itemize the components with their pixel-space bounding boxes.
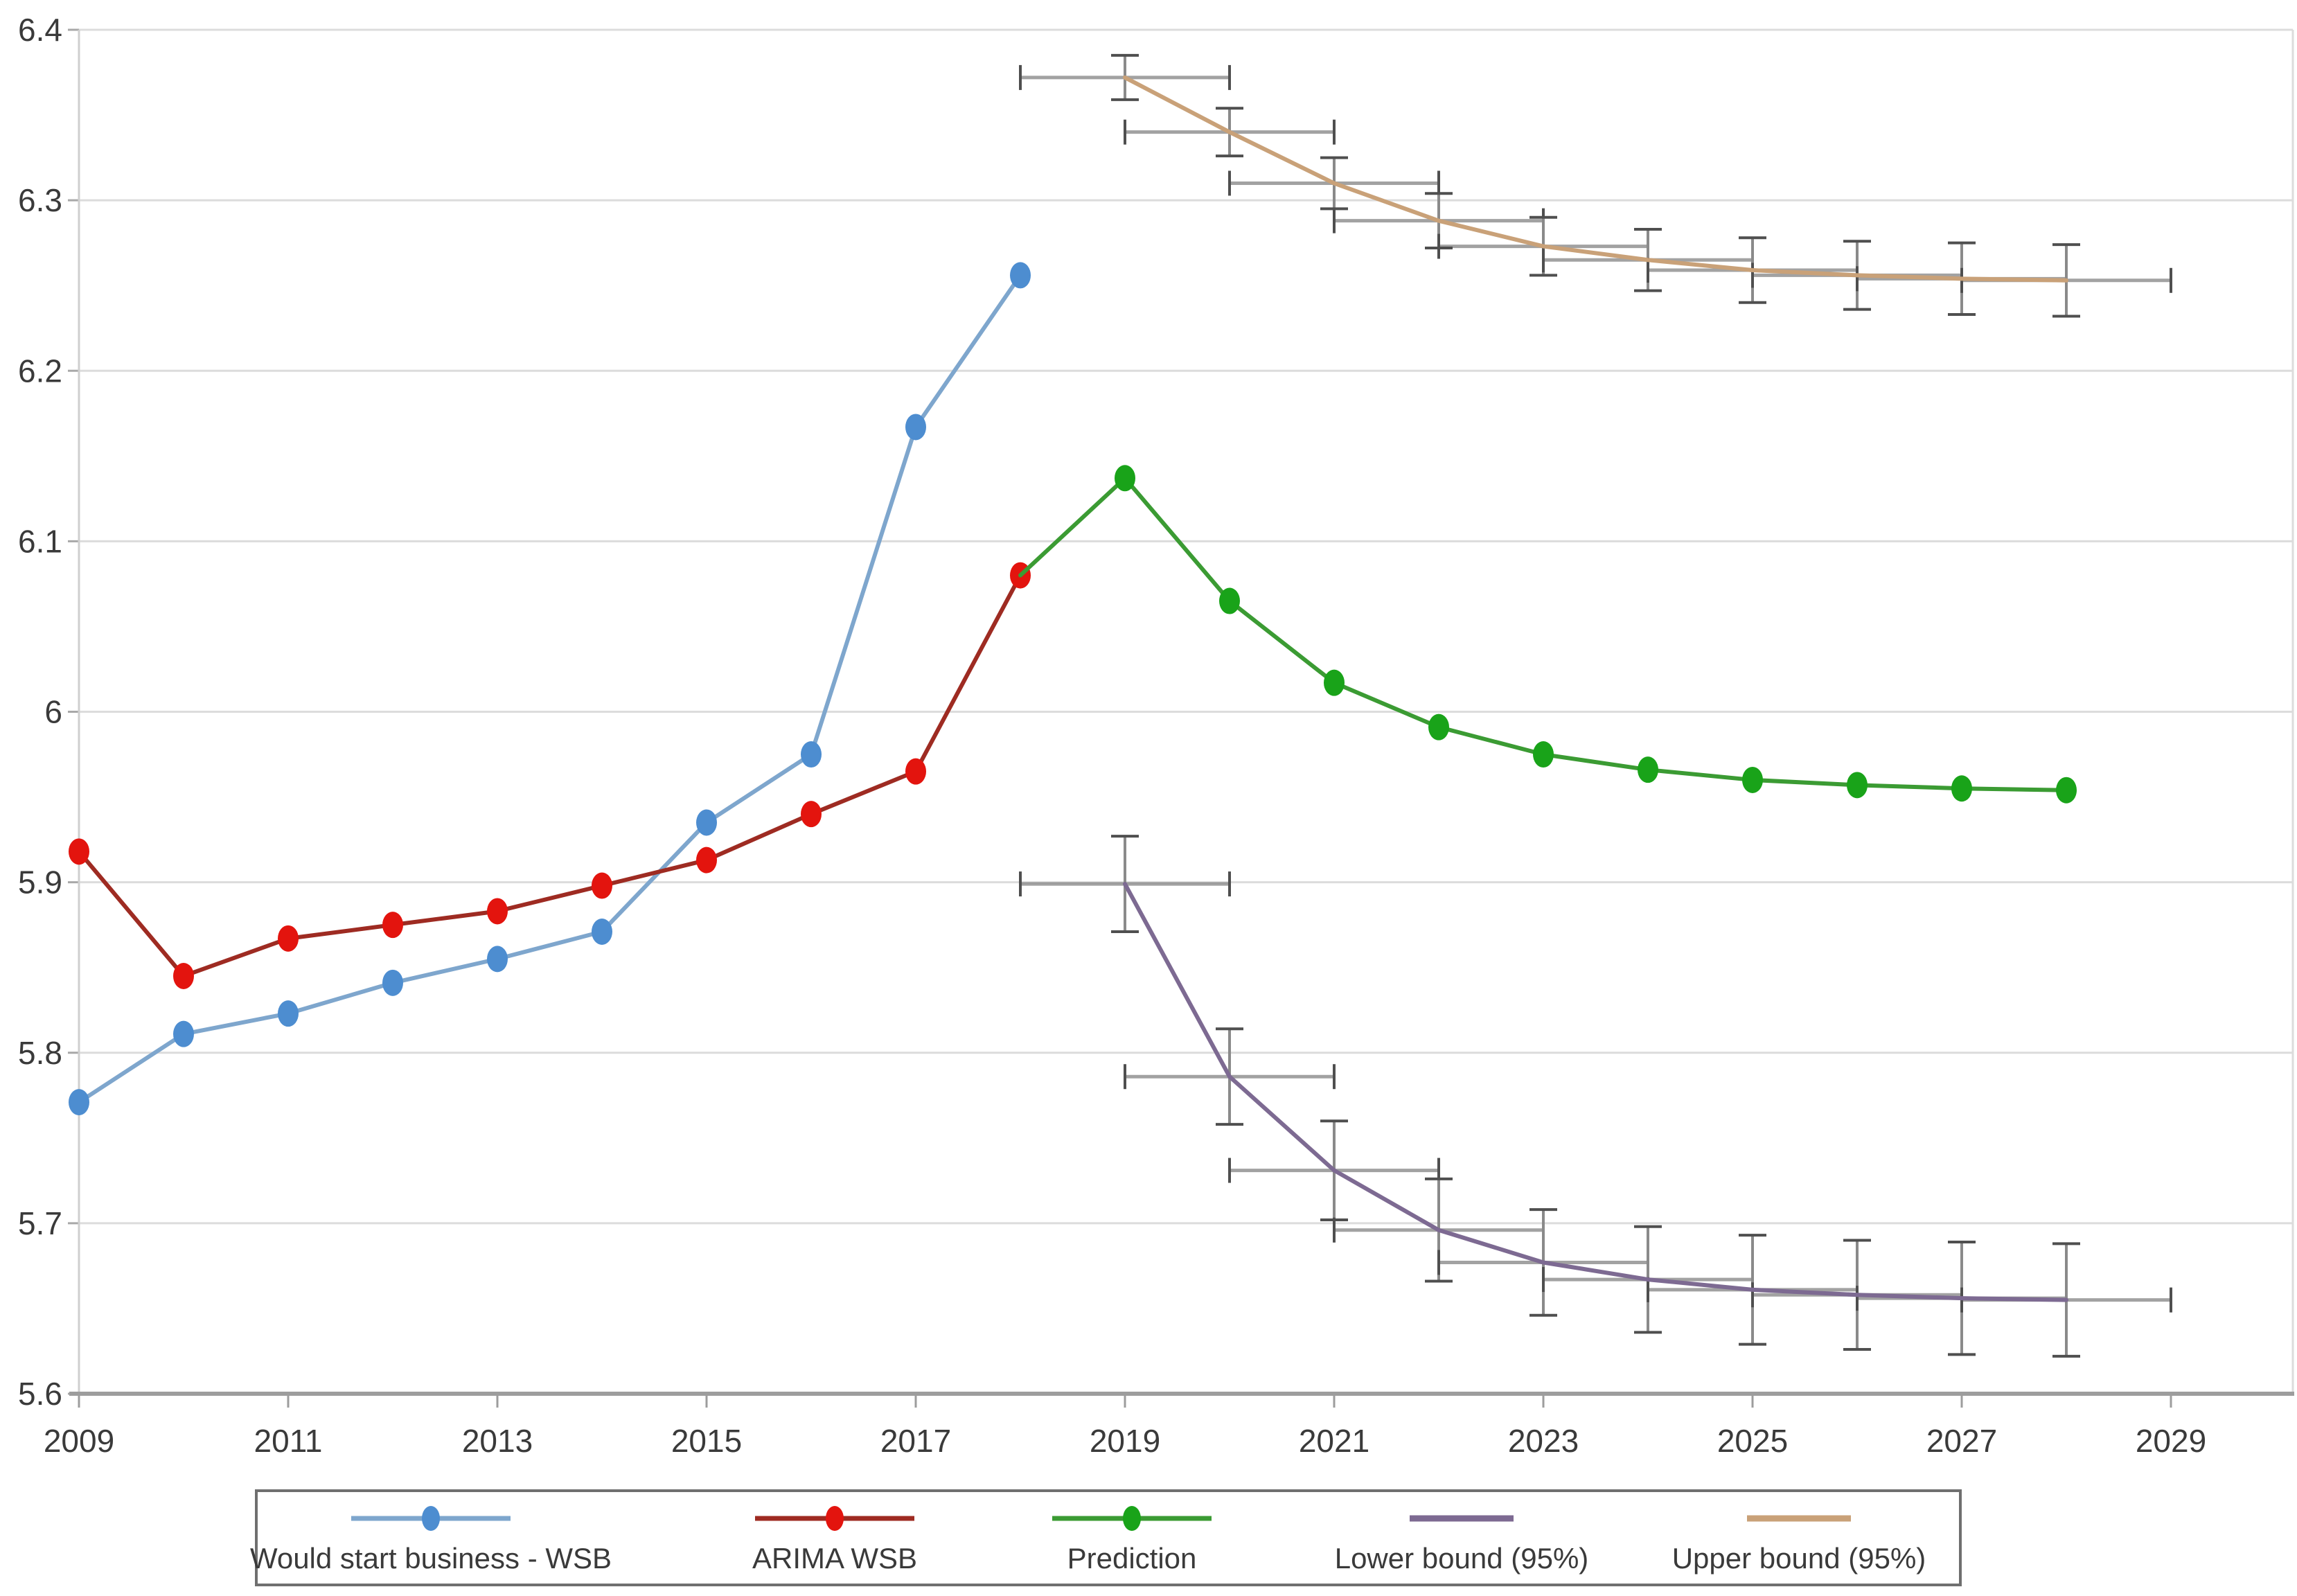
legend-item-prediction: Prediction: [1052, 1506, 1212, 1575]
series-would-start-business-wsb: [69, 262, 1031, 1116]
legend-sample-marker: [1123, 1506, 1141, 1531]
data-point-marker: [905, 758, 926, 785]
x-axis: 2009 2011 2013 2015 2017 2019 2021 2023 2025 2027…: [44, 1392, 2294, 1459]
x-tick-label: 2025: [1717, 1423, 1788, 1459]
data-point-marker: [1533, 741, 1554, 768]
data-point-marker: [173, 962, 194, 989]
data-point-marker: [2056, 777, 2077, 804]
legend: Would start business - WSB ARIMA WSB Predi…: [250, 1489, 1962, 1586]
data-point-marker: [1742, 766, 1763, 793]
legend-label: ARIMA WSB: [752, 1542, 917, 1575]
data-point-marker: [69, 1089, 89, 1116]
legend-label: Prediction: [1067, 1542, 1197, 1575]
data-point-marker: [1428, 713, 1449, 741]
data-point-marker: [278, 1000, 299, 1027]
data-point-marker: [1115, 465, 1135, 492]
legend-item-upper-bound-95-: Upper bound (95%): [1672, 1515, 1926, 1575]
error-bars-upper-bound-95-: [1019, 53, 2172, 318]
data-point-marker: [801, 741, 822, 768]
x-tick-label: 2027: [1926, 1423, 1997, 1459]
y-tick-label: 6.2: [18, 353, 62, 389]
data-point-marker: [1847, 772, 1868, 799]
data-point-marker: [696, 809, 717, 836]
data-point-marker: [696, 846, 717, 874]
legend-sample-marker: [422, 1506, 440, 1531]
data-point-marker: [173, 1020, 194, 1047]
x-tick-label: 2023: [1508, 1423, 1579, 1459]
data-point-marker: [487, 898, 508, 925]
data-point-marker: [382, 912, 403, 939]
y-tick-label: 5.7: [18, 1205, 62, 1241]
y-tick-label: 5.8: [18, 1035, 62, 1071]
series-line: [77, 273, 1022, 1105]
data-point-marker: [278, 925, 299, 952]
data-point-marker: [592, 872, 612, 899]
data-point-marker: [1219, 587, 1240, 614]
data-point-marker: [592, 919, 612, 946]
data-point-marker: [1951, 775, 1972, 802]
y-tick-label: 6.3: [18, 182, 62, 218]
x-tick-label: 2009: [44, 1423, 114, 1459]
y-axis: 6.4 6.3 6.2 6.1 6 5.9 5.8 5.7 5.6: [18, 12, 80, 1412]
data-point-marker: [1638, 756, 1658, 783]
series-line: [1123, 75, 2068, 283]
legend-item-would-start-business-wsb: Would start business - WSB: [250, 1506, 612, 1575]
series-lower-bound-95-: [1123, 882, 2068, 1302]
y-tick-label: 5.9: [18, 864, 62, 901]
legend-label: Lower bound (95%): [1335, 1542, 1589, 1575]
series-upper-bound-95-: [1123, 75, 2068, 283]
x-tick-label: 2013: [462, 1423, 533, 1459]
y-tick-label: 5.6: [18, 1376, 62, 1412]
legend-box: [255, 1489, 1962, 1586]
x-tick-label: 2021: [1299, 1423, 1369, 1459]
x-tick-label: 2029: [2136, 1423, 2206, 1459]
data-point-marker: [69, 838, 89, 865]
y-tick-label: 6: [44, 694, 62, 730]
series-arima-wsb: [69, 562, 1031, 989]
series-line: [77, 573, 1022, 978]
error-bars-lower-bound-95-: [1019, 835, 2172, 1358]
data-point-marker: [487, 946, 508, 973]
data-point-marker: [1010, 262, 1031, 289]
legend-label: Upper bound (95%): [1672, 1542, 1926, 1575]
legend-sample-marker: [826, 1506, 844, 1531]
series-line: [1123, 882, 2068, 1302]
x-tick-label: 2011: [254, 1423, 323, 1459]
legend-item-arima-wsb: ARIMA WSB: [752, 1506, 917, 1575]
data-point-marker: [801, 801, 822, 828]
y-tick-label: 6.4: [18, 12, 62, 48]
legend-label: Would start business - WSB: [250, 1542, 612, 1575]
series-prediction: [1018, 465, 2077, 804]
x-tick-label: 2015: [671, 1423, 742, 1459]
legend-item-lower-bound-95-: Lower bound (95%): [1335, 1515, 1589, 1575]
data-point-marker: [905, 414, 926, 441]
x-tick-label: 2017: [880, 1423, 951, 1459]
data-point-marker: [1324, 669, 1345, 696]
gridlines: [79, 28, 2294, 1395]
y-tick-label: 6.1: [18, 523, 62, 559]
x-tick-label: 2019: [1090, 1423, 1160, 1459]
data-point-marker: [382, 969, 403, 996]
